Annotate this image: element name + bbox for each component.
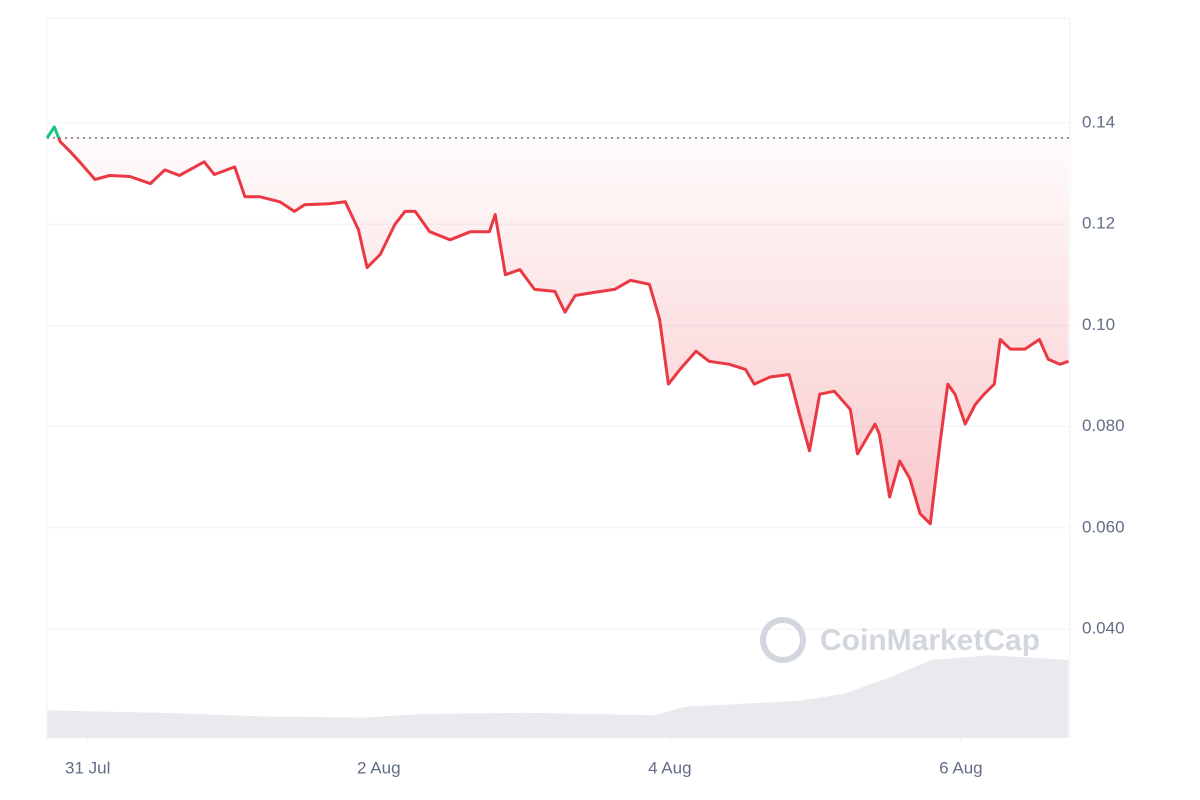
watermark-text: CoinMarketCap: [820, 624, 1040, 657]
y-tick-label: 0.080: [1082, 416, 1125, 435]
x-tick-label: 4 Aug: [648, 758, 692, 777]
watermark: CoinMarketCap: [760, 617, 1040, 663]
x-tick-label: 31 Jul: [65, 758, 110, 777]
price-line: [45, 125, 1069, 526]
y-tick-label: 0.10: [1082, 315, 1115, 334]
y-tick-label: 0.040: [1082, 619, 1125, 638]
x-tick-label: 6 Aug: [939, 758, 983, 777]
volume-area: [47, 655, 1069, 738]
y-tick-label: 0.12: [1082, 214, 1115, 233]
y-tick-label: 0.14: [1082, 112, 1115, 131]
x-tick-label: 2 Aug: [357, 758, 401, 777]
y-tick-label: 0.060: [1082, 517, 1125, 536]
